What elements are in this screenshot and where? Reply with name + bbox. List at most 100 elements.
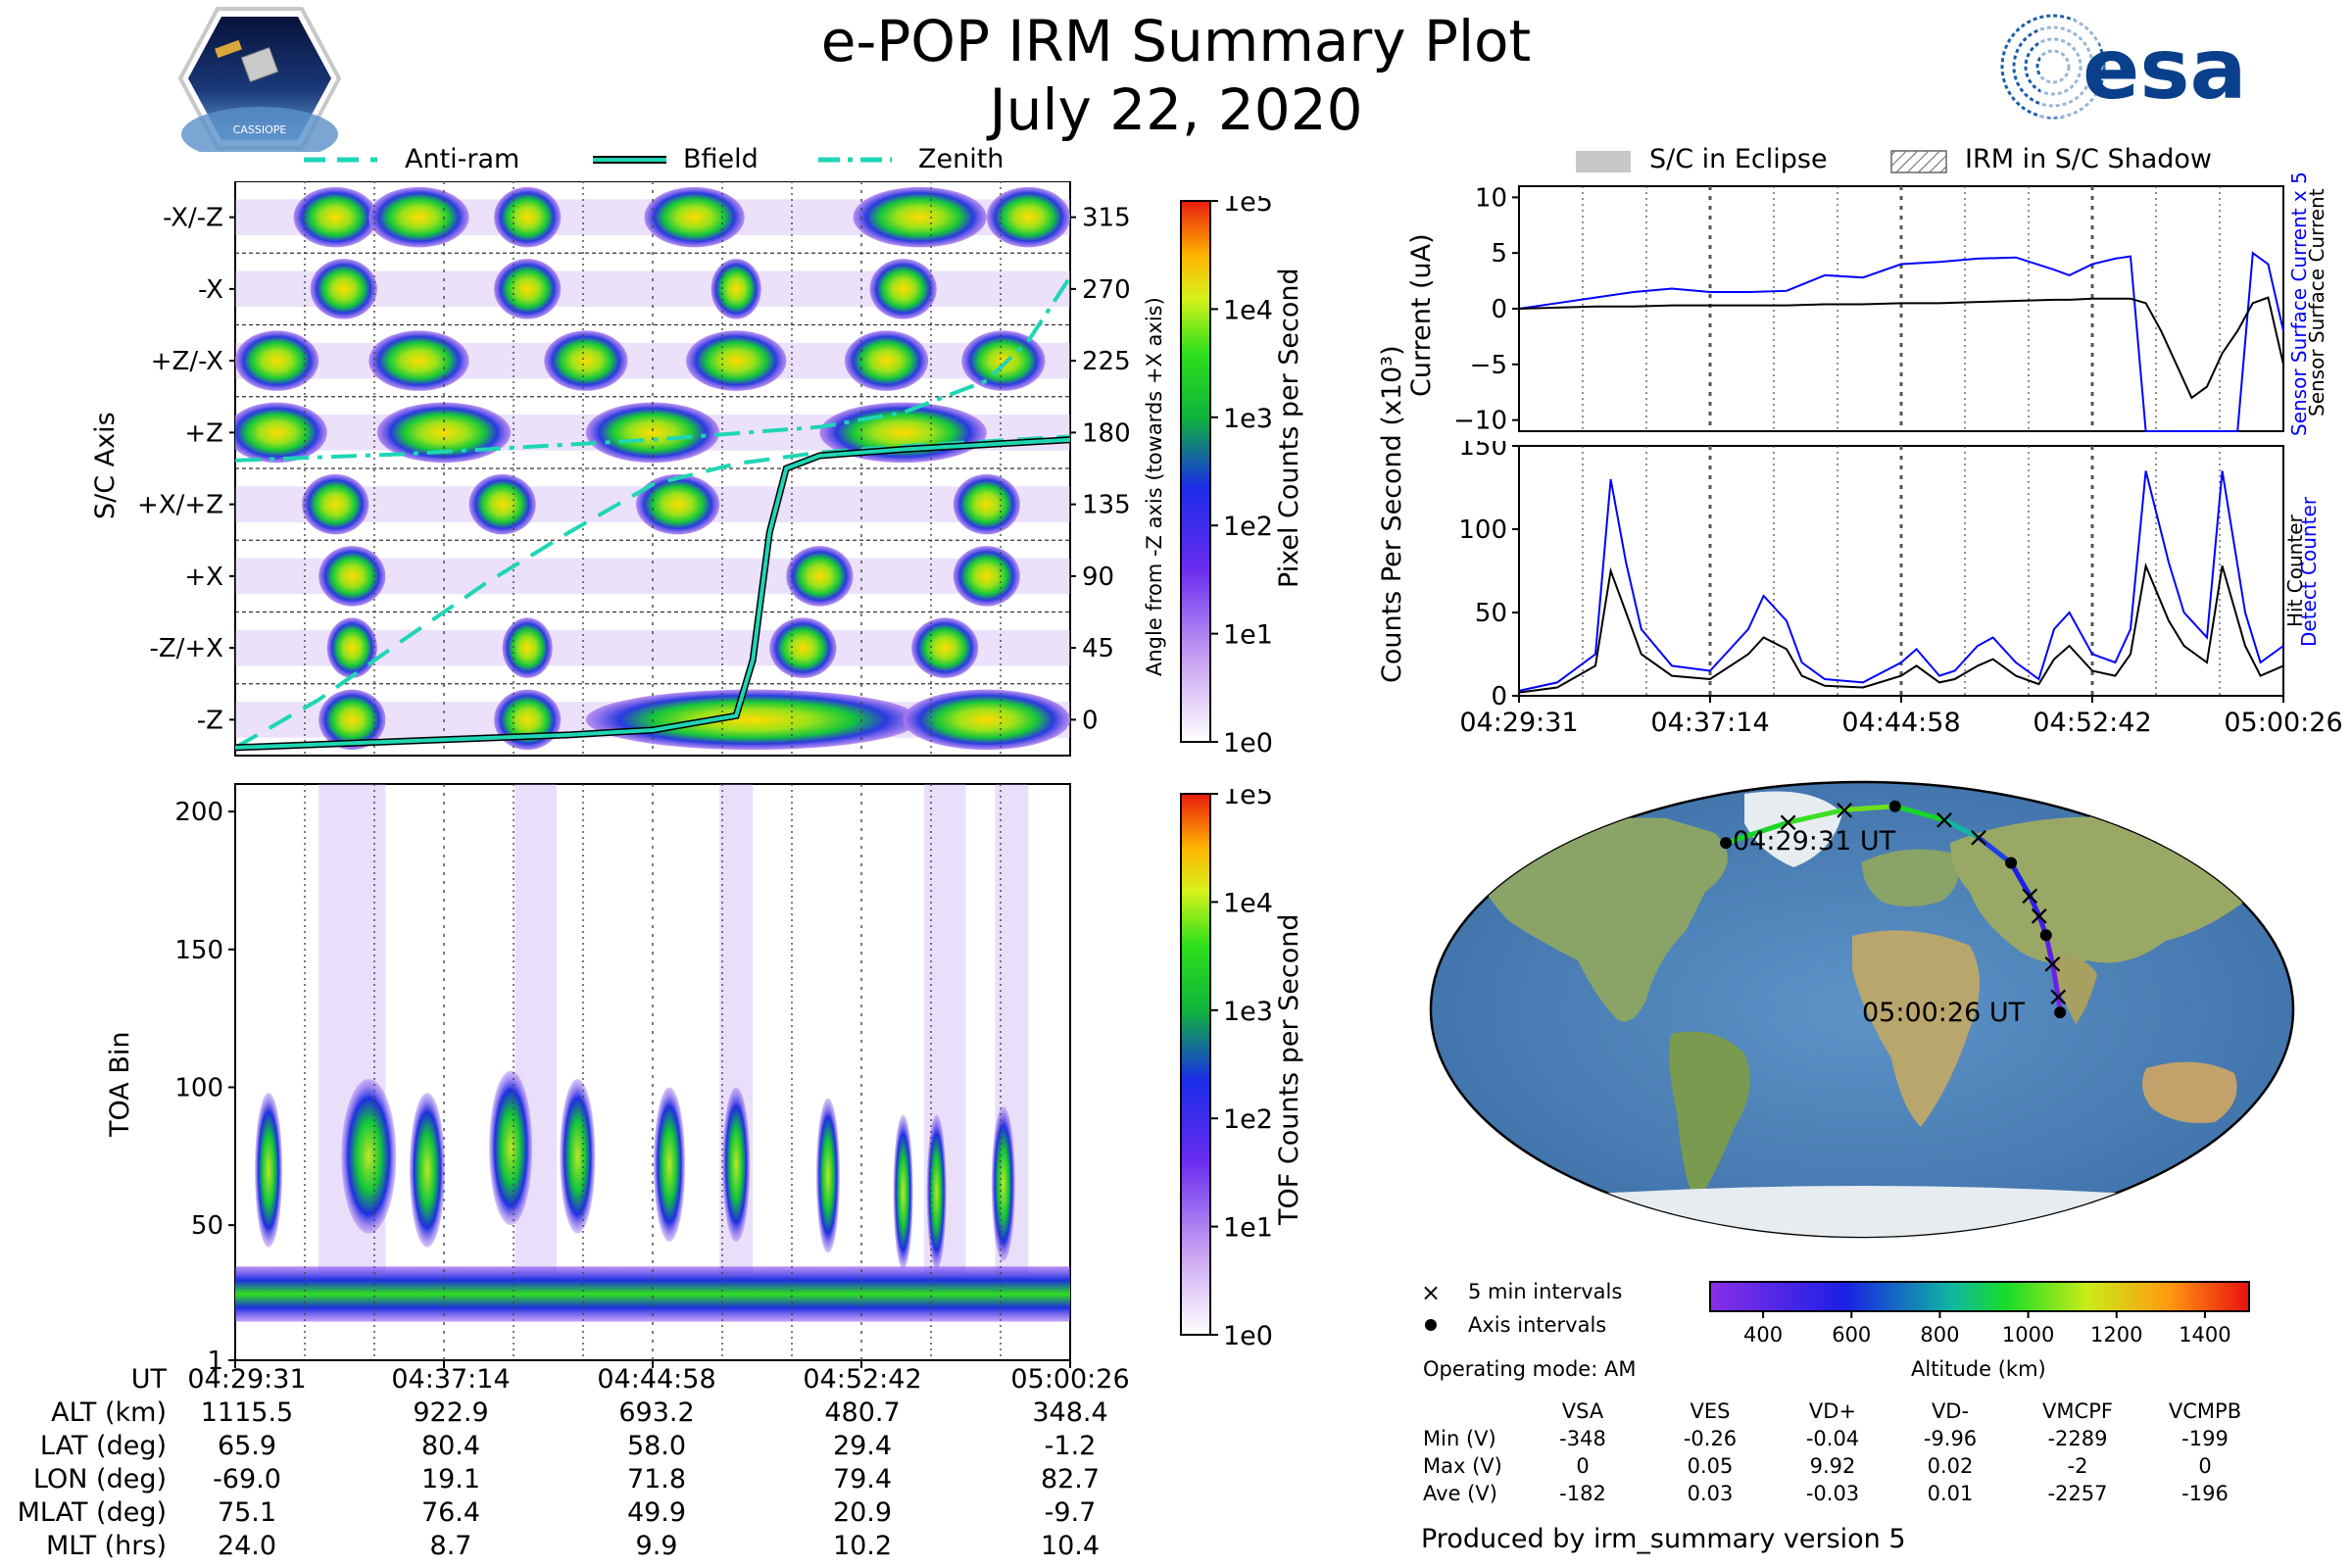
axis-interval-marker (2054, 1006, 2067, 1019)
voltage-cell: -2 (2067, 1454, 2088, 1478)
altitude-tick-label: 1400 (2179, 1323, 2230, 1347)
tof-low-band (235, 1266, 1070, 1322)
axis-interval-marker (1888, 800, 1901, 812)
tof-ytick-label: 50 (191, 1211, 223, 1241)
pixel-y2tick-label: 90 (1082, 563, 1114, 592)
orbit-track-segment (1976, 835, 2014, 865)
voltage-cell: -2289 (2047, 1427, 2108, 1450)
pixel-y2label: Angle from -Z axis (towards +X axis) (1143, 297, 1166, 676)
counts-ylabel: Counts Per Second (x10³) (1377, 345, 1407, 683)
ytick-label: 150 (1458, 441, 1507, 462)
orbit-track-segment (2049, 961, 2061, 1000)
pixel-ytick-label: +Z (184, 418, 223, 448)
pixel-heatmap-blob (318, 689, 386, 751)
pixel-heatmap-blob (494, 259, 562, 319)
line-legend (304, 156, 892, 164)
pixel-heatmap-blob (986, 186, 1070, 248)
dot-marker-icon (1425, 1319, 1437, 1331)
pixel-heatmap-blob (235, 330, 319, 391)
orbit-row-label: LAT (deg) (39, 1431, 167, 1461)
colorbar-tick-label: 1e1 (1223, 1213, 1273, 1244)
orbit-cell: 71.8 (626, 1464, 687, 1494)
xtick-label: 04:44:58 (1841, 708, 1960, 738)
tof-heatmap-blob (341, 1079, 397, 1234)
current-ylabel: Current (uA) (1406, 233, 1437, 397)
tof-heatmap-blob (409, 1093, 445, 1248)
pixel-heatmap-blob (376, 402, 512, 464)
voltage-cell: -0.26 (1683, 1427, 1738, 1450)
blue-series-line (1518, 470, 2284, 692)
pixel-ytick-label: +X/+Z (137, 491, 223, 520)
pixel-y2tick-label: 45 (1082, 634, 1114, 663)
colorbar-tick-label: 1e1 (1223, 620, 1273, 651)
legend-bfield: Bfield (683, 144, 759, 174)
colorbar-tick-label: 1e4 (1223, 888, 1273, 918)
pixel-heatmap-blob (844, 330, 929, 391)
orbit-cell: 04:44:58 (597, 1364, 716, 1395)
counts-right-label-black: Hit Counter (2283, 514, 2307, 627)
five-min-marker: × (2041, 948, 2064, 980)
voltage-cell: 0.02 (1927, 1454, 1974, 1478)
continents (1441, 791, 2283, 1237)
orbit-cell: 76.4 (420, 1497, 481, 1528)
orbit-cell: 9.9 (635, 1531, 678, 1561)
tof-heatmap-blob (991, 1106, 1015, 1261)
voltage-cell: 9.92 (1809, 1454, 1856, 1478)
pixel-heatmap-blob (318, 546, 386, 607)
pixel-heatmap-blob (494, 689, 562, 751)
orbit-row-label: UT (130, 1364, 167, 1395)
colorbar-tick-label: 1e2 (1223, 1104, 1273, 1135)
legend-shadow: IRM in S/C Shadow (1965, 144, 2213, 174)
eclipse-swatch (1576, 151, 1631, 172)
current-right-label-black: Sensor Surface Current (2305, 188, 2328, 416)
voltage-cell: -199 (2181, 1427, 2229, 1450)
pixel-heatmap-blob (302, 473, 369, 535)
esa-logo: esa (2000, 14, 2247, 120)
xtick-label: 04:52:42 (2033, 708, 2151, 738)
pixel-y2tick-label: 180 (1082, 418, 1131, 448)
esa-logo-text: esa (2082, 21, 2247, 119)
orbit-info-table: UT ALT (km) LAT (deg) LON (deg) MLAT (deg) ML… (0, 1364, 1176, 1561)
xtick-label: 05:00:26 (2224, 708, 2342, 738)
current-line-chart: 10 5 0 −5 −10 (1453, 183, 2284, 436)
pixel-heatmap-blob (585, 689, 920, 751)
orbit-cell: 348.4 (1032, 1397, 1108, 1428)
orbit-cell: 480.7 (824, 1397, 901, 1428)
colorbar-tick-label: 1e0 (1223, 1321, 1273, 1348)
pixel-heatmap-blob (961, 330, 1046, 391)
orbit-cell: 1115.5 (200, 1397, 294, 1428)
voltage-header: VCMPB (2168, 1399, 2242, 1423)
pixel-heatmap-blob (869, 259, 937, 319)
pixel-colorbar-label: Pixel Counts per Second (1274, 268, 1304, 588)
pixel-heatmap-blob (585, 402, 720, 464)
pixel-heatmap-blob (310, 259, 377, 319)
pixel-ytick-label: +Z/-X (151, 347, 223, 376)
tof-heatmap-blob (255, 1093, 283, 1248)
tof-heatmap-blob (560, 1079, 596, 1234)
pixel-heatmap-blob (635, 473, 720, 535)
orbit-cell: 82.7 (1040, 1464, 1101, 1494)
shade-legend (1576, 150, 1947, 173)
orbit-cell: 29.4 (832, 1431, 893, 1461)
pixel-y2tick-label: 270 (1082, 275, 1131, 305)
black-series-line (1518, 296, 2284, 400)
altitude-tick-label: 600 (1832, 1323, 1871, 1347)
colorbar-tick-label: 1e5 (1223, 196, 1273, 218)
tof-heatmap-chart: 200 150 100 50 1 (174, 783, 1071, 1376)
xtick-label: 04:29:31 (1459, 708, 1578, 738)
altitude-tick-label: 400 (1743, 1323, 1783, 1347)
pixel-heatmap-blob (769, 617, 837, 678)
altitude-tick-label: 800 (1920, 1323, 1959, 1347)
pixel-ytick-label: -X (198, 275, 223, 305)
voltage-header: VSA (1561, 1399, 1604, 1423)
orbit-track-segment (2008, 859, 2033, 899)
tof-ytick-label: 200 (174, 798, 223, 827)
bfield-line (235, 437, 1070, 750)
altitude-tick-label: 1200 (2090, 1323, 2142, 1347)
counts-line-chart: 150 100 50 004:29:31 04:37:14 04:44:58 04:52:4… (1458, 441, 2342, 738)
map-start-label: 04:29:31 UT (1733, 826, 1896, 857)
legend-axis: Axis intervals (1468, 1313, 1607, 1337)
ytick-label: 5 (1491, 239, 1507, 269)
pixel-heatmap-blob (235, 402, 327, 464)
page-title: e-POP IRM Summary Plot (820, 8, 1532, 74)
